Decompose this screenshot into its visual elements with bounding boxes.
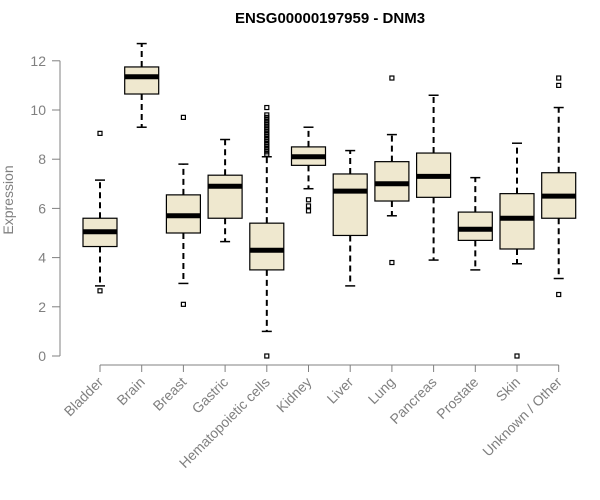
outlier-point (305, 197, 312, 203)
outlier-point (389, 75, 395, 81)
outlier-point (97, 288, 103, 294)
y-tick-label: 8 (38, 151, 46, 167)
x-tick-label: Skin (493, 374, 524, 405)
x-tick-label: Unknown / Other (479, 374, 565, 460)
y-tick-label: 6 (38, 200, 46, 216)
y-tick-label: 10 (30, 102, 46, 118)
outlier-point (305, 203, 312, 209)
outlier-point (264, 112, 270, 118)
outlier-point (389, 259, 395, 266)
outlier-point (556, 75, 562, 81)
x-tick-label: Bladder (61, 374, 107, 420)
chart-title: ENSG00000197959 - DNM3 (235, 10, 425, 27)
outlier-point (556, 82, 562, 89)
outlier-point (305, 208, 312, 214)
y-tick-label: 12 (30, 53, 46, 69)
y-tick-label: 0 (38, 348, 46, 364)
x-tick-label: Prostate (433, 374, 481, 422)
box (457, 211, 493, 241)
outlier-point (264, 104, 270, 111)
y-tick-label: 4 (38, 250, 46, 266)
box (207, 174, 243, 219)
outlier-point (514, 353, 520, 359)
y-axis-label: Expression (0, 165, 16, 234)
plot-area (82, 42, 577, 359)
axes: 0 2 4 6 8 10 12 (30, 53, 560, 372)
outlier-point (556, 291, 562, 298)
outlier-point (97, 130, 103, 136)
outlier-point (180, 301, 186, 307)
x-tick-label: Brain (113, 374, 147, 408)
x-tick-label: Liver (324, 374, 357, 407)
outlier-point (180, 114, 186, 120)
box (124, 66, 160, 95)
x-tick-label: Breast (150, 374, 190, 414)
y-tick-label: 2 (38, 299, 46, 315)
x-tick-label: Lung (365, 374, 398, 407)
outlier-point (264, 353, 270, 359)
box (332, 173, 368, 237)
box (499, 193, 535, 250)
x-tick-label: Kidney (273, 374, 315, 416)
box (249, 222, 285, 271)
